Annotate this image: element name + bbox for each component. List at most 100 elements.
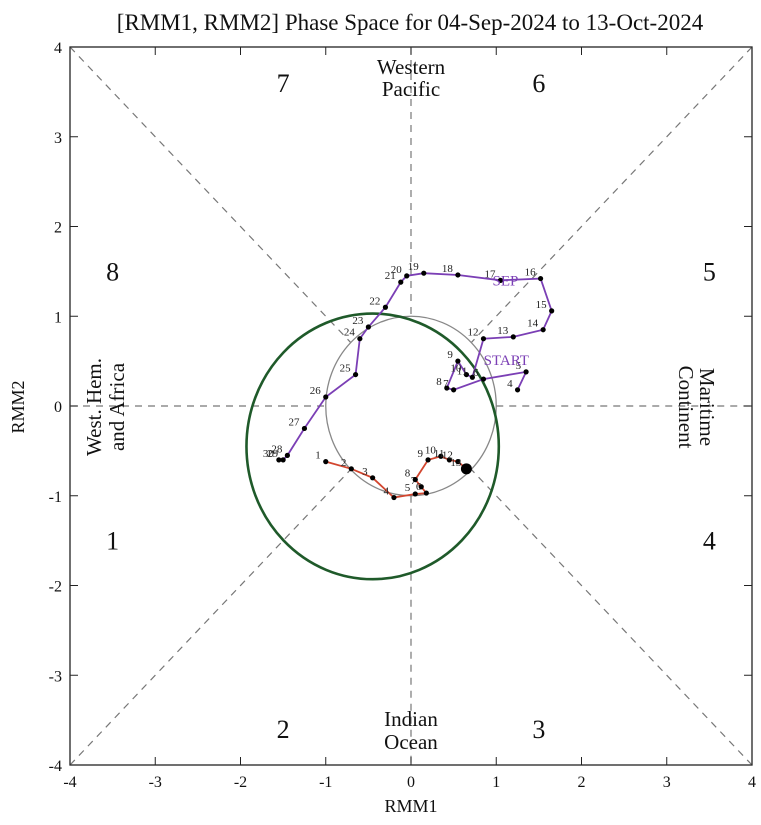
y-tick-label: 4	[54, 40, 62, 57]
data-label: 11	[457, 365, 468, 377]
data-point	[455, 358, 461, 364]
divider-ne	[470, 46, 753, 343]
y-tick-label: -1	[49, 489, 62, 506]
x-tick-label: -1	[319, 774, 332, 791]
data-label: 13	[497, 325, 509, 337]
region-indian-ocean-line2: Ocean	[384, 730, 438, 754]
reference-circles	[245, 312, 501, 581]
data-label: 10	[425, 444, 437, 456]
data-point	[423, 490, 429, 496]
data-label: 15	[536, 299, 548, 311]
data-point	[357, 336, 363, 342]
x-tick-label: 3	[663, 774, 671, 791]
phase-label-7: 7	[277, 69, 290, 98]
series-line-oct	[325, 455, 467, 499]
data-label: 26	[310, 385, 322, 397]
data-point	[370, 475, 376, 481]
data-label: 19	[408, 261, 420, 273]
x-tick-label: -3	[149, 774, 162, 791]
y-tick-label: -4	[49, 758, 62, 775]
data-label: 14	[527, 318, 539, 330]
data-label: 1	[315, 450, 321, 462]
y-axis-label: RMM2	[8, 380, 28, 433]
y-tick-label: 0	[54, 399, 62, 416]
data-label: 21	[385, 270, 396, 282]
data-label: 4	[383, 486, 389, 498]
data-point	[455, 272, 461, 278]
data-label: 4	[507, 378, 513, 390]
data-point	[391, 494, 397, 501]
x-tick-label: 2	[578, 774, 586, 791]
data-point	[510, 334, 516, 340]
data-label: 10	[450, 363, 462, 375]
y-tick-label: 3	[54, 130, 62, 147]
data-point	[480, 376, 487, 382]
phase-dividers	[69, 46, 753, 766]
data-label: 11	[434, 448, 445, 460]
phase-label-6: 6	[532, 69, 545, 98]
data-point	[425, 457, 431, 463]
data-point	[480, 336, 487, 342]
green-circle	[245, 312, 501, 581]
data-label: 3	[362, 466, 368, 478]
data-point	[523, 369, 529, 375]
data-point	[323, 459, 329, 465]
data-point	[412, 476, 418, 483]
y-tick-label: 1	[54, 309, 62, 326]
data-label: 25	[340, 363, 352, 375]
y-tick-label: -3	[49, 668, 62, 685]
x-tick-label: 1	[492, 774, 500, 791]
unit-circle	[325, 315, 497, 497]
data-point	[382, 304, 389, 310]
data-point	[276, 457, 282, 463]
data-label: 6	[473, 367, 479, 379]
data-label: 23	[352, 315, 364, 327]
phase-label-1: 1	[106, 527, 119, 556]
data-point	[348, 466, 354, 472]
data-point	[284, 452, 290, 458]
data-point	[444, 385, 450, 391]
data-label: 13	[450, 457, 462, 469]
data-label: 2	[341, 457, 347, 469]
region-western-pacific-line1: Western	[377, 55, 446, 79]
data-label: 20	[391, 264, 403, 276]
data-point	[418, 484, 424, 490]
data-point	[537, 275, 544, 282]
phase-label-5: 5	[703, 257, 716, 286]
data-point	[421, 270, 427, 276]
phase-label-3: 3	[532, 715, 545, 744]
data-label: 9	[418, 448, 424, 460]
data-point	[540, 327, 546, 333]
data-label: 12	[442, 450, 453, 462]
chart-title: [RMM1, RMM2] Phase Space for 04-Sep-2024…	[117, 10, 704, 35]
region-maritime-continent-line2: Continent	[674, 366, 698, 449]
data-point	[280, 457, 286, 463]
phase-label-8: 8	[106, 257, 119, 286]
x-tick-label: -2	[234, 774, 247, 791]
data-point	[514, 387, 521, 393]
data-label: 5	[405, 482, 411, 494]
data-point	[438, 453, 444, 459]
x-axis-label: RMM1	[384, 796, 437, 816]
phase-label-4: 4	[703, 527, 716, 556]
data-label: 8	[436, 376, 442, 388]
data-label: 9	[447, 349, 453, 361]
divider-se	[470, 469, 753, 766]
region-western-pacific-line2: Pacific	[382, 77, 440, 101]
data-point	[323, 394, 329, 400]
data-label: 7	[443, 378, 449, 390]
data-point	[301, 425, 308, 432]
data-label: 18	[442, 263, 454, 275]
data-point	[460, 463, 472, 475]
phase-label-2: 2	[277, 715, 290, 744]
data-point	[352, 371, 359, 378]
data-label: 30	[263, 448, 275, 460]
data-point	[446, 457, 452, 463]
data-point	[412, 491, 418, 497]
x-tick-label: -4	[63, 774, 76, 791]
data-label: 16	[525, 267, 537, 279]
start-annotation: START	[484, 353, 529, 369]
